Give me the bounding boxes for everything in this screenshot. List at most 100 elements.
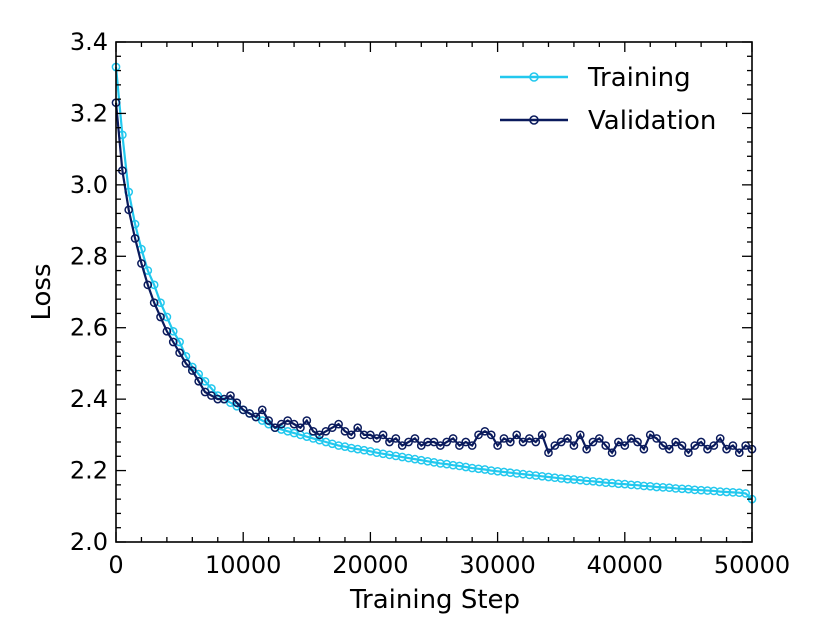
axes-layer bbox=[115, 41, 753, 543]
data-point-validation bbox=[429, 437, 439, 447]
x-tick-label: 40000 bbox=[587, 551, 663, 579]
data-point-validation bbox=[512, 430, 522, 440]
data-point-training bbox=[588, 476, 598, 486]
legend-label: Training bbox=[587, 63, 691, 93]
data-point-validation bbox=[442, 437, 452, 447]
data-point-training bbox=[505, 468, 515, 478]
data-point-validation bbox=[423, 437, 432, 447]
data-point-training bbox=[664, 483, 674, 493]
data-point-training bbox=[200, 376, 210, 386]
ticks-layer: 0 10000 20000 30000 40000 50000 2.0 2.2 2.4 2.6 2.… bbox=[70, 28, 790, 579]
data-point-validation bbox=[715, 434, 725, 443]
data-point-validation bbox=[722, 444, 731, 454]
data-point-validation bbox=[270, 423, 280, 433]
data-point-validation bbox=[226, 391, 235, 400]
data-point-training bbox=[696, 485, 706, 495]
series-training bbox=[111, 62, 757, 504]
data-point-validation bbox=[257, 405, 267, 415]
data-point-validation bbox=[588, 437, 598, 447]
data-point-validation bbox=[194, 376, 204, 386]
data-point-validation bbox=[175, 348, 184, 358]
data-point-validation bbox=[213, 394, 223, 404]
legend-marker bbox=[529, 115, 539, 125]
data-point-validation bbox=[664, 444, 674, 454]
data-point-validation bbox=[149, 298, 159, 308]
data-point-training bbox=[537, 471, 547, 481]
data-point-training bbox=[645, 481, 655, 491]
data-point-validation bbox=[493, 441, 502, 450]
data-point-validation bbox=[486, 430, 496, 440]
data-point-training bbox=[639, 481, 649, 491]
data-point-training bbox=[741, 489, 750, 498]
data-point-training bbox=[499, 467, 509, 477]
data-point-validation bbox=[652, 434, 661, 443]
data-point-validation bbox=[124, 205, 134, 215]
data-point-validation bbox=[283, 416, 293, 425]
data-point-validation bbox=[595, 434, 604, 443]
data-point-validation bbox=[156, 312, 165, 322]
data-point-validation bbox=[626, 434, 636, 443]
labels-layer: Training Step Loss bbox=[27, 263, 520, 615]
data-point-validation bbox=[620, 441, 630, 450]
data-point-training bbox=[626, 480, 636, 490]
data-point-training bbox=[569, 475, 579, 484]
data-point-training bbox=[601, 478, 611, 488]
data-point-training bbox=[544, 472, 553, 482]
data-point-validation bbox=[391, 434, 401, 443]
data-point-validation bbox=[251, 412, 261, 422]
data-point-validation bbox=[658, 441, 668, 450]
data-point-training bbox=[257, 416, 267, 425]
data-point-validation bbox=[277, 419, 286, 429]
data-point-validation bbox=[137, 259, 146, 268]
data-point-training bbox=[448, 460, 458, 470]
legend-marker bbox=[529, 72, 539, 82]
data-point-validation bbox=[378, 430, 388, 440]
data-point-training bbox=[518, 469, 528, 479]
data-point-training bbox=[556, 474, 566, 483]
data-point-validation bbox=[238, 405, 248, 415]
data-point-training bbox=[467, 463, 477, 473]
data-point-validation bbox=[741, 441, 750, 450]
data-point-validation bbox=[181, 359, 191, 368]
data-point-validation bbox=[537, 430, 547, 440]
axes-frame bbox=[115, 41, 753, 543]
data-point-validation bbox=[677, 441, 687, 450]
data-point-validation bbox=[499, 434, 509, 443]
data-point-validation bbox=[448, 434, 458, 443]
data-point-validation bbox=[264, 416, 273, 425]
data-point-training bbox=[168, 326, 178, 336]
data-point-training bbox=[149, 280, 159, 290]
data-point-training bbox=[677, 484, 687, 494]
data-point-validation bbox=[467, 441, 477, 450]
data-point-validation bbox=[709, 441, 719, 450]
data-point-training bbox=[550, 473, 560, 483]
data-point-validation bbox=[734, 448, 744, 458]
data-point-training bbox=[728, 488, 738, 497]
data-point-validation bbox=[187, 366, 197, 375]
data-point-validation bbox=[639, 444, 649, 454]
data-point-validation bbox=[556, 437, 566, 447]
data-point-training bbox=[486, 466, 496, 475]
data-point-validation bbox=[690, 441, 700, 450]
data-point-training bbox=[734, 488, 744, 498]
data-point-training bbox=[614, 479, 623, 489]
data-point-validation bbox=[232, 398, 242, 408]
series-line-validation bbox=[114, 102, 753, 455]
data-point-training bbox=[531, 471, 541, 480]
data-point-validation bbox=[575, 430, 585, 440]
data-point-training bbox=[563, 474, 572, 484]
data-point-training bbox=[607, 478, 617, 488]
x-tick-label: 50000 bbox=[714, 551, 790, 579]
data-point-validation bbox=[334, 419, 343, 429]
data-point-validation bbox=[696, 437, 706, 447]
data-point-training bbox=[652, 482, 661, 492]
data-point-validation bbox=[321, 426, 331, 436]
data-point-validation bbox=[525, 434, 534, 443]
data-point-validation bbox=[410, 434, 420, 443]
y-tick-label: 2.6 bbox=[70, 314, 108, 342]
y-tick-label: 2.8 bbox=[70, 242, 108, 270]
data-point-training bbox=[633, 480, 642, 490]
data-point-training bbox=[715, 487, 725, 496]
